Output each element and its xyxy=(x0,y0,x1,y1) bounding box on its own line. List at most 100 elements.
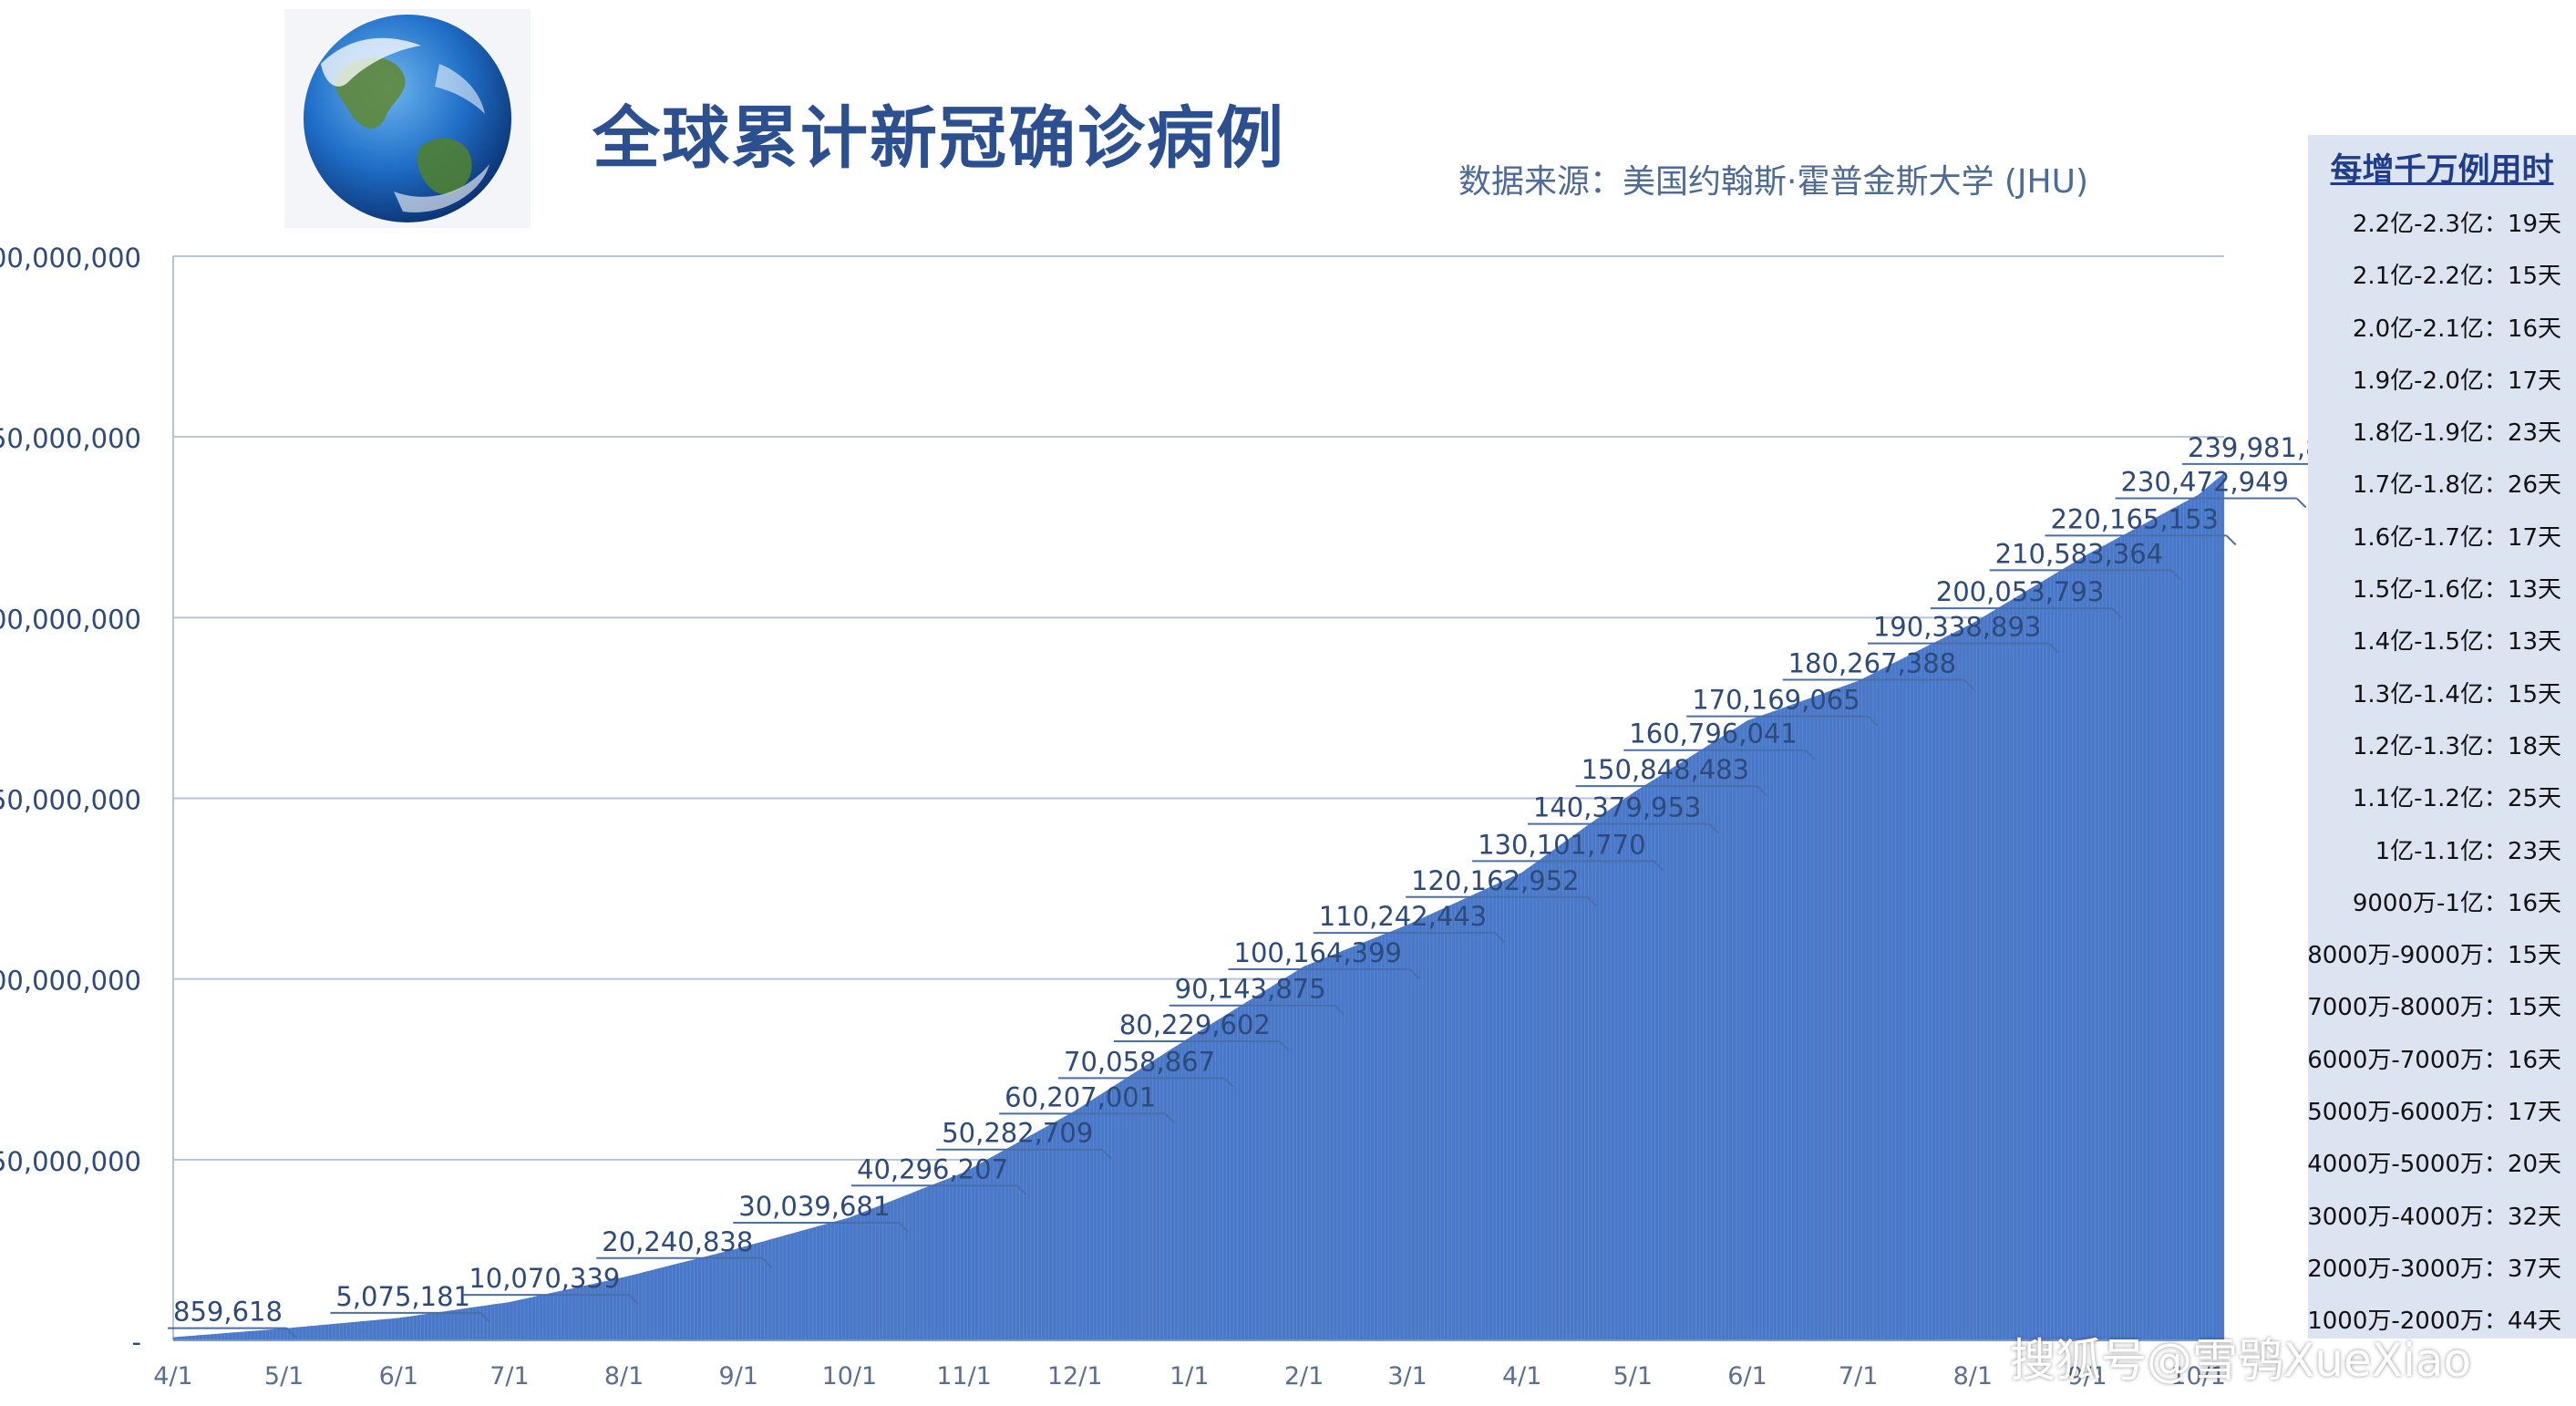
x-tick-label: 8/1 xyxy=(604,1362,644,1390)
panel-item: 2000万-3000万：37天 xyxy=(2307,1255,2561,1283)
panel-item: 2.1亿-2.2亿：15天 xyxy=(2352,263,2561,291)
x-tick-label: 11/1 xyxy=(936,1362,992,1390)
x-tick-label: 3/1 xyxy=(1387,1362,1427,1390)
annotation-tick xyxy=(1223,1077,1234,1089)
x-tick-label: 4/1 xyxy=(153,1362,192,1390)
y-tick-label: 300,000,000 xyxy=(0,243,141,274)
data-label: 859,618 xyxy=(173,1297,283,1328)
annotation-tick xyxy=(2170,569,2181,581)
data-label: 170,169,065 xyxy=(1692,685,1860,716)
panel-item: 2.2亿-2.3亿：19天 xyxy=(2352,211,2561,238)
annotation-tick xyxy=(1708,822,1719,834)
panel-item: 1.7亿-1.8亿：26天 xyxy=(2352,471,2561,500)
y-tick-label: - xyxy=(132,1327,141,1358)
x-tick-label: 6/1 xyxy=(1727,1362,1767,1390)
x-tick-label: 5/1 xyxy=(264,1362,304,1390)
panel-item: 1.1亿-1.2亿：25天 xyxy=(2352,785,2561,813)
panel-item: 2.0亿-2.1亿：16天 xyxy=(2352,315,2561,343)
panel-list: 2.2亿-2.3亿：19天 2.1亿-2.2亿：15天 2.0亿-2.1亿：16天 1… xyxy=(2307,199,2561,1349)
x-tick-label: 10/1 xyxy=(2170,1362,2226,1390)
panel-item: 5000万-6000万：17天 xyxy=(2307,1099,2561,1127)
data-label: 180,267,388 xyxy=(1788,648,1957,679)
annotation-tick xyxy=(479,1312,490,1323)
data-label: 140,379,953 xyxy=(1533,792,1702,823)
data-label: 30,039,681 xyxy=(738,1191,890,1222)
annotation-tick xyxy=(2111,607,2122,618)
x-tick-label: 9/1 xyxy=(719,1362,758,1390)
y-tick-label: 100,000,000 xyxy=(0,966,141,997)
data-label: 200,053,793 xyxy=(1936,576,2105,607)
annotation-tick xyxy=(1963,678,1974,690)
annotation-tick xyxy=(2225,534,2237,546)
data-label: 230,472,949 xyxy=(2120,467,2289,498)
data-label: 160,796,041 xyxy=(1629,719,1798,750)
annotation-tick xyxy=(1757,785,1767,796)
y-tick-label: 200,000,000 xyxy=(0,604,141,635)
panel-item: 1.9亿-2.0亿：17天 xyxy=(2352,367,2561,395)
panel-item: 7000万-8000万：15天 xyxy=(2307,994,2561,1022)
annotation-tick xyxy=(1653,860,1664,872)
data-label: 20,240,838 xyxy=(602,1226,753,1257)
annotation-tick xyxy=(2048,642,2059,654)
panel-item: 3000万-4000万：32天 xyxy=(2307,1203,2561,1231)
data-label: 120,162,952 xyxy=(1411,865,1580,896)
data-label: 110,242,443 xyxy=(1319,901,1488,932)
annotation-tick xyxy=(1164,1112,1175,1124)
x-tick-label: 4/1 xyxy=(1502,1362,1541,1390)
annotation-tick xyxy=(1867,715,1879,727)
page-title: 全球累计新冠确诊病例 xyxy=(592,99,1285,178)
data-label: 90,143,875 xyxy=(1175,974,1326,1005)
x-tick-label: 12/1 xyxy=(1047,1362,1103,1390)
data-label: 60,207,001 xyxy=(1005,1081,1156,1112)
x-tick-label: 7/1 xyxy=(1839,1362,1878,1390)
annotation-tick xyxy=(898,1222,909,1233)
y-tick-label: 250,000,000 xyxy=(0,423,141,454)
globe-icon xyxy=(284,9,531,228)
panel-item: 1.6亿-1.7亿：17天 xyxy=(2352,523,2561,552)
annotation-tick xyxy=(2295,497,2307,509)
annotation-tick xyxy=(1409,968,1420,979)
data-label: 80,229,602 xyxy=(1119,1009,1271,1040)
annotation-tick xyxy=(1804,750,1816,760)
panel-title: 每增千万例用时 xyxy=(2330,152,2554,189)
annotation-tick xyxy=(761,1257,772,1268)
annotation-tick xyxy=(1101,1149,1112,1160)
annotation-tick xyxy=(1586,896,1598,907)
x-tick-label: 10/1 xyxy=(822,1362,878,1390)
x-tick-label: 1/1 xyxy=(1170,1362,1209,1390)
data-label: 5,075,181 xyxy=(335,1281,470,1312)
daily-bars xyxy=(172,472,2225,1340)
panel-item: 1.8亿-1.9亿：23天 xyxy=(2352,419,2561,448)
data-label: 100,164,399 xyxy=(1234,937,1403,968)
data-label: 10,070,339 xyxy=(469,1263,620,1294)
data-label: 40,296,207 xyxy=(857,1153,1008,1184)
x-tick-label: 2/1 xyxy=(1284,1362,1324,1390)
data-label: 190,338,893 xyxy=(1873,612,2042,643)
data-label: 70,058,867 xyxy=(1064,1046,1215,1077)
panel-item: 1.3亿-1.4亿：15天 xyxy=(2352,680,2561,708)
watermark: 搜狐号@雪鸮XueXiao xyxy=(2010,1334,2472,1387)
annotation-tick xyxy=(1279,1040,1290,1051)
annotation-tick xyxy=(628,1294,640,1305)
x-tick-label: 5/1 xyxy=(1613,1362,1653,1390)
panel-item: 6000万-7000万：16天 xyxy=(2307,1046,2561,1074)
annotation-tick xyxy=(1494,932,1505,943)
annotation-tick xyxy=(1334,1005,1345,1016)
data-source-note: 数据来源：美国约翰斯·霍普金斯大学 (JHU) xyxy=(1458,163,2089,201)
panel-item: 4000万-5000万：20天 xyxy=(2307,1151,2561,1179)
panel-item: 8000万-9000万：15天 xyxy=(2307,942,2561,970)
x-tick-label: 9/1 xyxy=(2067,1362,2107,1390)
data-label: 210,583,364 xyxy=(1995,538,2164,569)
x-tick-label: 8/1 xyxy=(1953,1362,1993,1390)
x-tick-label: 7/1 xyxy=(489,1362,529,1390)
x-tick-label: 6/1 xyxy=(379,1362,418,1390)
panel-item: 1.2亿-1.3亿：18天 xyxy=(2352,732,2561,760)
panel-item: 1.4亿-1.5亿：13天 xyxy=(2352,628,2561,656)
y-tick-label: 150,000,000 xyxy=(0,785,141,816)
annotation-tick xyxy=(1016,1184,1027,1195)
panel-item: 1.5亿-1.6亿：13天 xyxy=(2352,576,2561,605)
y-tick-label: 50,000,000 xyxy=(0,1146,141,1177)
data-label: 220,165,153 xyxy=(2050,503,2219,534)
panel-item: 1000万-2000万：44天 xyxy=(2307,1308,2561,1336)
